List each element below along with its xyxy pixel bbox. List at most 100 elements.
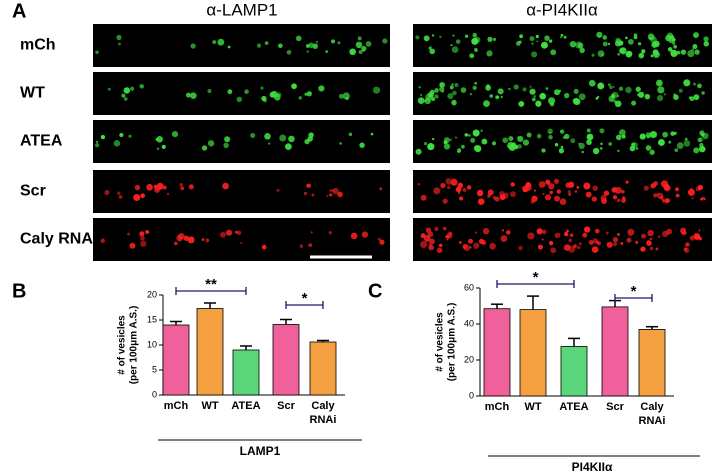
vesicle-spot xyxy=(443,143,451,150)
significance-label: ** xyxy=(205,276,217,293)
vesicle-spot xyxy=(678,88,683,93)
vesicle-spot xyxy=(310,231,313,234)
vesicle-spot xyxy=(201,238,205,242)
vesicle-spot xyxy=(585,191,592,198)
vesicle-spot xyxy=(563,231,569,237)
vesicle-spot xyxy=(505,230,511,235)
vesicle-spot xyxy=(586,133,594,141)
x-tick-label: Scr xyxy=(606,401,624,413)
vesicle-spot xyxy=(554,195,561,202)
vesicle-spot xyxy=(703,36,709,42)
y-tick-label: 5 xyxy=(152,364,157,374)
significance-label: * xyxy=(533,269,539,286)
vesicle-spot xyxy=(662,131,669,138)
vesicle-spot xyxy=(615,37,622,44)
significance-label: * xyxy=(302,290,308,307)
vesicle-spot xyxy=(431,34,435,37)
bar xyxy=(272,324,300,396)
vesicle-spot xyxy=(601,198,608,205)
vesicle-spot xyxy=(240,241,243,244)
vesicle-spot xyxy=(569,233,574,237)
vesicle-spot xyxy=(492,196,497,200)
vesicle-spot xyxy=(625,51,632,58)
vesicle-spot xyxy=(100,134,106,140)
vesicle-spot xyxy=(638,52,645,59)
vesicle-spot xyxy=(568,181,575,188)
column-title: α-LAMP1 xyxy=(206,0,277,19)
vesicle-spot xyxy=(621,134,626,139)
vesicle-spot xyxy=(462,187,467,192)
x-axis-label: LAMP1 xyxy=(240,444,281,458)
vesicle-spot xyxy=(156,147,160,151)
vesicle-spot xyxy=(486,50,493,57)
vesicle-spot xyxy=(139,84,144,89)
vesicle-spot xyxy=(609,85,613,90)
vesicle-spot xyxy=(689,96,695,102)
vesicle-spot xyxy=(558,148,565,154)
vesicle-spot xyxy=(223,142,229,149)
vesicle-spot xyxy=(121,93,126,98)
bar xyxy=(196,308,224,396)
vesicle-spot xyxy=(608,142,613,146)
vesicle-spot xyxy=(548,39,553,43)
vesicle-spot xyxy=(308,132,314,138)
vesicle-spot xyxy=(654,184,657,187)
vesicle-spot xyxy=(564,133,570,140)
vesicle-spot xyxy=(306,50,309,53)
vesicle-spot xyxy=(419,240,428,249)
vesicle-spot xyxy=(639,133,646,140)
vesicle-spot xyxy=(183,235,190,241)
vesicle-spot xyxy=(451,83,454,86)
vesicle-spot xyxy=(423,235,431,242)
vesicle-spot xyxy=(529,85,532,88)
vesicle-spot xyxy=(663,184,670,191)
vesicle-spot xyxy=(687,188,695,196)
vesicle-spot xyxy=(701,91,705,95)
vesicle-spot xyxy=(298,96,303,100)
vesicle-spot xyxy=(190,92,197,99)
x-tick-label: WT xyxy=(524,401,541,413)
bar xyxy=(601,306,629,397)
vesicle-spot xyxy=(685,242,690,247)
vesicle-spot xyxy=(651,41,658,48)
vesicle-spot xyxy=(439,81,446,88)
vesicle-spot xyxy=(156,136,163,143)
vesicle-spot xyxy=(481,138,488,145)
vesicle-spot xyxy=(476,189,484,197)
vesicle-spot xyxy=(643,185,649,191)
vesicle-spot xyxy=(473,242,480,249)
vesicle-spot xyxy=(157,185,162,190)
row-label: Scr xyxy=(20,183,46,200)
vesicle-spot xyxy=(667,47,673,52)
vesicle-spot xyxy=(599,128,605,134)
vesicle-spot xyxy=(464,34,469,38)
vesicle-spot xyxy=(350,232,358,240)
vesicle-spot xyxy=(420,93,423,96)
vesicle-spot xyxy=(668,140,672,144)
vesicle-spot xyxy=(621,189,625,194)
vesicle-spot xyxy=(548,134,553,140)
vesicle-spot xyxy=(573,244,577,249)
vesicle-spot xyxy=(647,229,654,237)
vesicle-spot xyxy=(201,145,208,151)
x-tick-label: Caly RNAi xyxy=(310,400,337,426)
vesicle-spot xyxy=(457,191,461,195)
vesicle-spot xyxy=(673,93,677,97)
vesicle-spot xyxy=(161,144,166,149)
vesicle-spot xyxy=(306,183,311,188)
vesicle-spot xyxy=(145,229,150,234)
row-label: Caly RNAi xyxy=(20,231,97,248)
vesicle-spot xyxy=(438,243,443,248)
vesicle-spot xyxy=(429,238,435,245)
vesicle-spot xyxy=(428,46,432,50)
vesicle-spot xyxy=(563,92,570,99)
vesicle-spot xyxy=(567,190,572,194)
vesicle-spot xyxy=(655,247,659,251)
vesicle-spot xyxy=(526,132,532,138)
vesicle-spot xyxy=(439,83,442,86)
vesicle-spot xyxy=(607,42,611,46)
vesicle-spot xyxy=(559,36,563,39)
vesicle-spot xyxy=(429,48,436,55)
vesicle-spot xyxy=(117,191,121,195)
vesicle-spot xyxy=(452,34,455,37)
